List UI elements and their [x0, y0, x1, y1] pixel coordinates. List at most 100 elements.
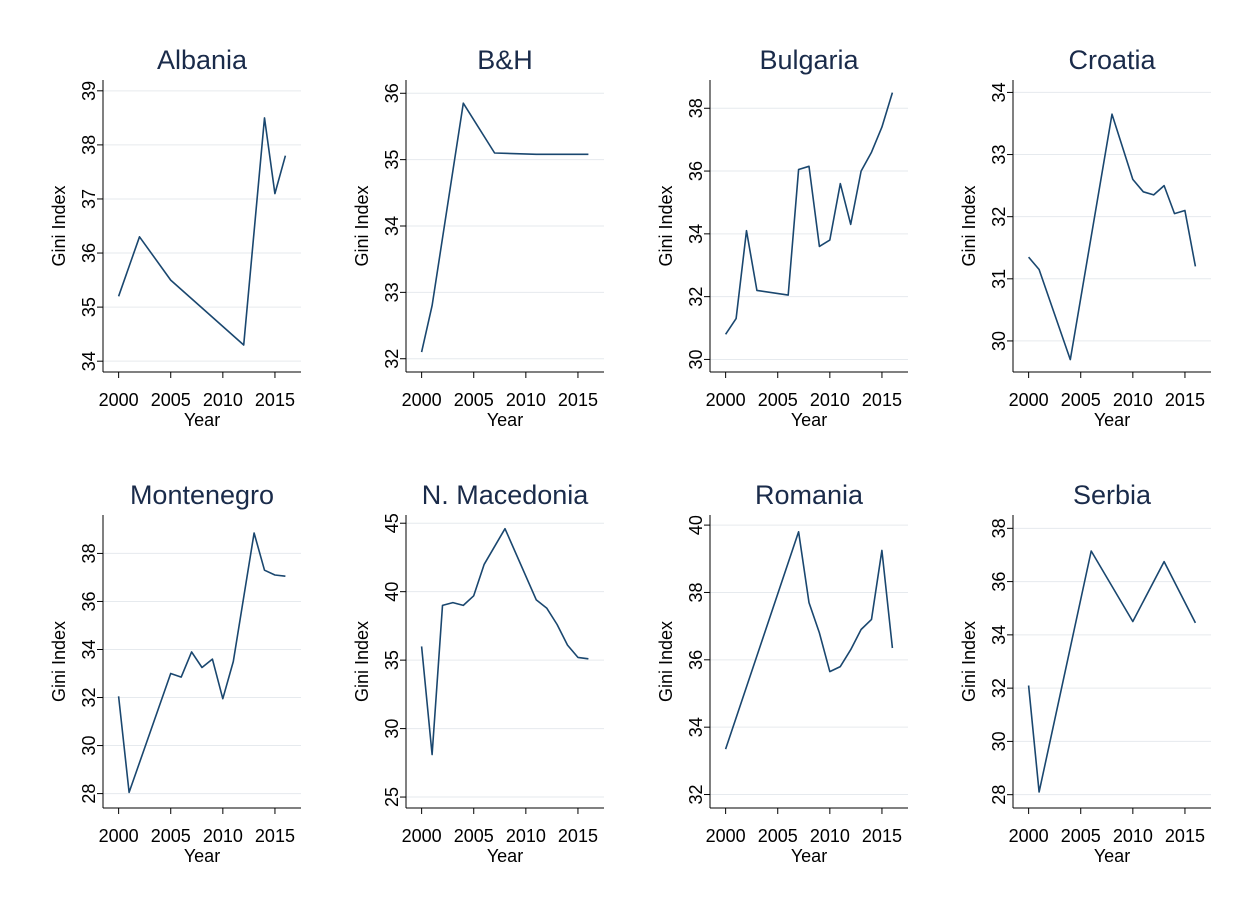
y-tick-label: 34 — [989, 625, 1009, 645]
data-point — [462, 604, 464, 606]
y-tick-label: 28 — [79, 784, 99, 804]
panel-title: Croatia — [1068, 45, 1156, 75]
data-point — [787, 294, 789, 296]
y-tick-label: 35 — [382, 150, 402, 170]
x-tick-label: 2000 — [402, 390, 442, 410]
data-point — [504, 528, 506, 530]
data-point — [264, 117, 266, 119]
data-point — [1194, 265, 1196, 267]
x-tick-label: 2000 — [1009, 826, 1049, 846]
x-tick-label: 2000 — [402, 826, 442, 846]
data-point — [138, 236, 140, 238]
data-point — [211, 658, 213, 660]
y-tick-label: 33 — [382, 282, 402, 302]
data-point — [818, 245, 820, 247]
y-tick-label: 38 — [686, 98, 706, 118]
y-tick-label: 32 — [989, 678, 1009, 698]
y-tick-label: 32 — [686, 287, 706, 307]
x-tick-label: 2000 — [706, 826, 746, 846]
y-tick-label: 32 — [382, 349, 402, 369]
y-tick-label: 40 — [382, 582, 402, 602]
y-tick-label: 31 — [989, 269, 1009, 289]
data-point — [745, 230, 747, 232]
panel-title: Bulgaria — [759, 45, 859, 75]
y-tick-label: 45 — [382, 513, 402, 533]
data-point — [483, 563, 485, 565]
x-tick-label: 2000 — [706, 390, 746, 410]
data-point — [284, 575, 286, 577]
data-point — [1090, 550, 1092, 552]
y-tick-label: 36 — [79, 591, 99, 611]
data-point — [1069, 359, 1071, 361]
data-point — [860, 629, 862, 631]
data-point — [1038, 268, 1040, 270]
data-point — [253, 532, 255, 534]
x-tick-label: 2010 — [203, 826, 243, 846]
panel-5: N. Macedonia 25 30 35 40 45 2000 2005 2010 2015 Ye… — [352, 480, 604, 866]
x-tick-label: 2005 — [454, 826, 494, 846]
x-axis-label: Year — [487, 846, 523, 866]
x-axis-label: Year — [184, 410, 220, 430]
data-point — [1028, 684, 1030, 686]
x-tick-label: 2015 — [862, 826, 902, 846]
data-point — [891, 92, 893, 94]
x-tick-label: 2005 — [758, 390, 798, 410]
data-point — [577, 656, 579, 658]
data-point — [191, 651, 193, 653]
data-point — [808, 602, 810, 604]
data-point — [839, 183, 841, 185]
data-point — [180, 676, 182, 678]
y-tick-label: 30 — [686, 349, 706, 369]
panel-6: Romania 32 34 36 38 40 2000 2005 2010 2015 Year Gin… — [656, 480, 908, 866]
y-tick-label: 32 — [686, 785, 706, 805]
data-point — [274, 574, 276, 576]
data-point — [421, 351, 423, 353]
gini-series-line — [1027, 550, 1197, 793]
data-point — [431, 305, 433, 307]
x-tick-label: 2015 — [1165, 390, 1205, 410]
y-tick-label: 32 — [79, 688, 99, 708]
data-point — [725, 748, 727, 750]
panel-title: Albania — [157, 45, 248, 75]
data-point — [494, 152, 496, 154]
x-axis-label: Year — [487, 410, 523, 430]
data-point — [818, 632, 820, 634]
x-tick-label: 2015 — [862, 390, 902, 410]
data-point — [850, 649, 852, 651]
data-point — [118, 295, 120, 297]
y-tick-label: 34 — [989, 82, 1009, 102]
data-point — [881, 549, 883, 551]
data-point — [587, 658, 589, 660]
data-point — [891, 647, 893, 649]
panel-title: B&H — [477, 45, 533, 75]
y-tick-label: 34 — [382, 216, 402, 236]
data-point — [535, 599, 537, 601]
panel-3: Croatia 30 31 32 33 34 2000 2005 2010 2015 Year Gin… — [959, 45, 1211, 430]
data-point — [274, 193, 276, 195]
y-tick-label: 34 — [79, 639, 99, 659]
x-axis-label: Year — [791, 846, 827, 866]
y-axis-label: Gini Index — [49, 185, 69, 266]
x-tick-label: 2005 — [1061, 826, 1101, 846]
data-point — [839, 666, 841, 668]
x-tick-label: 2010 — [506, 826, 546, 846]
x-tick-label: 2000 — [99, 390, 139, 410]
y-tick-label: 40 — [686, 515, 706, 535]
x-tick-label: 2005 — [454, 390, 494, 410]
data-point — [535, 153, 537, 155]
y-axis-label: Gini Index — [352, 621, 372, 702]
data-point — [128, 791, 130, 793]
data-point — [118, 695, 120, 697]
x-tick-label: 2010 — [203, 390, 243, 410]
x-tick-label: 2010 — [810, 390, 850, 410]
x-tick-label: 2005 — [151, 390, 191, 410]
data-point — [860, 170, 862, 172]
y-tick-label: 30 — [989, 731, 1009, 751]
data-point — [808, 165, 810, 167]
x-axis-label: Year — [1094, 846, 1130, 866]
data-point — [567, 644, 569, 646]
data-point — [798, 168, 800, 170]
y-axis-label: Gini Index — [352, 185, 372, 266]
x-tick-label: 2015 — [255, 390, 295, 410]
y-axis-label: Gini Index — [959, 621, 979, 702]
